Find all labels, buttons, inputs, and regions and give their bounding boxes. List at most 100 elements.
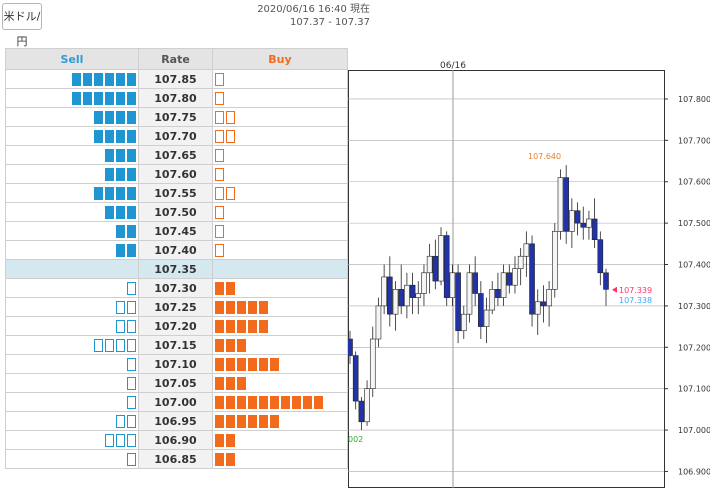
rate-cell: 107.50 [138,202,213,222]
sell-volume-cell [5,259,139,279]
buy-filled-block [281,395,290,409]
sell-volume-cell [5,107,139,127]
sell-volume-cell [5,449,139,469]
rate-cell: 107.80 [138,88,213,108]
buy-filled-block [237,376,246,390]
candle-body [375,305,382,340]
sell-filled-block [72,91,81,105]
buy-filled-block [215,433,224,447]
sell-volume-cell [5,145,139,165]
order-book-row: 107.45 [5,221,348,241]
buy-filled-block [215,357,224,371]
buy-volume-cell [212,221,348,241]
buy-filled-block [215,376,224,390]
candle-body [348,338,353,356]
sell-volume-cell [5,164,139,184]
buy-open-block [226,110,235,124]
sell-open-block [127,376,136,390]
sell-filled-block [94,91,103,105]
buy-volume-cell [212,183,348,203]
sell-filled-block [116,224,125,238]
sell-filled-block [83,91,92,105]
candle-body [352,355,359,402]
sell-filled-block [127,72,136,86]
buy-filled-block [237,300,246,314]
buy-volume-cell [212,392,348,412]
sell-volume-cell [5,430,139,450]
buy-volume-cell [212,335,348,355]
candle-body [574,210,581,224]
order-book-header-row: Sell Rate Buy [5,48,348,70]
candle-body [404,284,410,307]
sell-filled-block [116,243,125,257]
rate-cell: 107.55 [138,183,213,203]
candle-body [500,272,507,298]
buy-filled-block [226,452,235,466]
last-price-marker [612,286,617,293]
chart-low-label: 002 [348,435,363,444]
buy-filled-block [226,414,235,428]
sell-filled-block [94,186,103,200]
buy-filled-block [292,395,301,409]
buy-filled-block [248,357,257,371]
chart-y-tick-label: 107.400 [678,261,710,270]
order-book-row: 107.85 [5,69,348,89]
candle-body [455,272,461,332]
sell-filled-block [105,110,114,124]
candle-body [398,289,405,307]
buy-filled-block [226,376,235,390]
candle-body [603,272,609,290]
sell-open-block [127,319,136,333]
buy-filled-block [226,338,235,352]
buy-filled-block [270,414,279,428]
currency-pair-button[interactable]: 米ドル/円 [2,3,42,48]
rate-cell: 106.85 [138,449,213,469]
sell-filled-block [116,91,125,105]
order-book-row: 107.20 [5,316,348,336]
sell-filled-block [72,72,81,86]
rate-cell: 107.05 [138,373,213,393]
sell-open-block [127,338,136,352]
order-book-row: 106.95 [5,411,348,431]
buy-filled-block [226,357,235,371]
buy-filled-block [237,319,246,333]
sell-filled-block [127,110,136,124]
buy-open-block [215,224,224,238]
order-book-row: 107.60 [5,164,348,184]
buy-filled-block [248,300,257,314]
candle-body [506,272,513,286]
candle-body [426,255,433,274]
order-book-row: 107.40 [5,240,348,260]
buy-filled-block [215,414,224,428]
candle-body [483,309,490,327]
sell-filled-block [127,186,136,200]
rate-cell: 107.35 [138,259,213,279]
buy-filled-block [270,395,279,409]
buy-open-block [226,129,235,143]
buy-filled-block [259,357,268,371]
buy-filled-block [215,338,224,352]
buy-column-header: Buy [212,48,348,70]
sell-column-header: Sell [5,48,139,70]
sell-filled-block [83,72,92,86]
buy-filled-block [237,395,246,409]
sell-open-block [127,452,136,466]
chart-high-label: 107.640 [528,152,561,161]
rate-cell: 107.10 [138,354,213,374]
buy-open-block [215,167,224,181]
order-book-row: 106.90 [5,430,348,450]
sell-volume-cell [5,126,139,146]
candle-body [534,301,541,315]
buy-filled-block [314,395,323,409]
sell-open-block [127,300,136,314]
sell-open-block [116,433,125,447]
candle-body [421,272,427,294]
candle-body [512,268,518,286]
order-book-row: 107.30 [5,278,348,298]
candle-body [415,293,422,298]
price-chart: 06/16 107.800 107.700 107.600 107.500 107.400… [348,61,710,488]
sell-filled-block [127,167,136,181]
rate-cell: 107.15 [138,335,213,355]
buy-volume-cell [212,411,348,431]
buy-volume-cell [212,297,348,317]
